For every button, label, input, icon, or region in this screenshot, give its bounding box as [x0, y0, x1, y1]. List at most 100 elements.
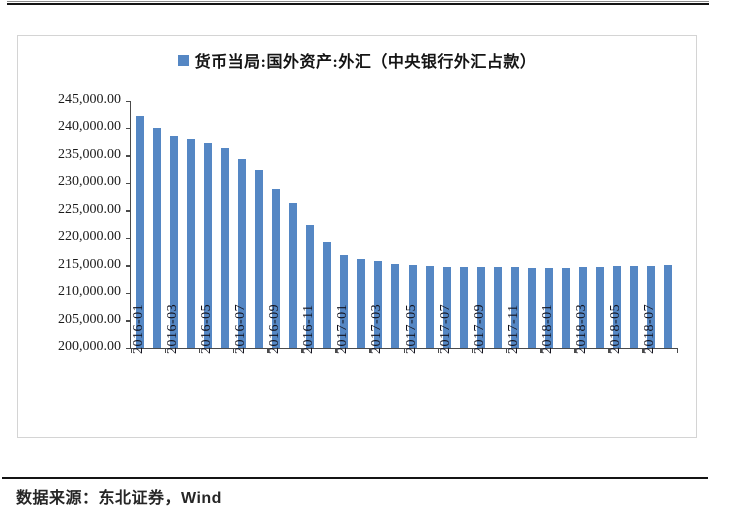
x-label-slot: 2018-07: [642, 304, 659, 429]
bar-2016-10: [289, 203, 298, 348]
x-tick-label: 2018-01: [540, 303, 556, 354]
y-tick-mark: [126, 127, 131, 130]
x-tick-mark: [676, 348, 678, 353]
x-tick-mark: [164, 348, 167, 353]
x-tick-mark: [369, 348, 371, 353]
bar-2016-11: [306, 224, 315, 348]
y-tick-mark: [126, 320, 131, 322]
x-label-slot: 2016-01: [130, 304, 147, 429]
x-tick-mark: [130, 348, 132, 353]
bar-2017-10: [493, 267, 502, 348]
y-tick-label: 235,000.00: [58, 146, 121, 162]
bar-slot-2016-03: [165, 136, 182, 348]
x-label-slot: 2017-01: [335, 304, 352, 429]
bar-slot-2017-07: [438, 266, 455, 348]
bar-2016-02: [152, 128, 161, 348]
bar-slot-2018-07: [643, 265, 660, 348]
y-tick-mark: [126, 155, 131, 157]
x-label-slot: [420, 354, 437, 429]
x-label-slot: 2017-03: [369, 304, 386, 429]
bar-2018-02: [562, 267, 571, 348]
y-tick-label: 200,000.00: [58, 339, 121, 354]
x-tick-label: 2016-11: [301, 304, 317, 354]
bar-2018-04: [596, 266, 605, 348]
x-tick-mark: [437, 348, 440, 353]
x-tick-mark: [267, 348, 269, 353]
bar-slot-2018-02: [558, 267, 575, 348]
x-label-slot: 2018-03: [574, 304, 591, 429]
x-label-slot: 2017-07: [437, 304, 454, 429]
bar-2018-01: [545, 267, 554, 348]
x-tick-label: 2018-03: [574, 303, 590, 354]
x-tick-label: 2016-07: [232, 303, 248, 354]
x-tick-mark: [198, 348, 201, 353]
bar-2016-05: [203, 142, 212, 348]
x-tick-mark: [335, 348, 337, 353]
bar-2017-06: [425, 266, 434, 348]
bar-2017-02: [357, 258, 366, 348]
bar-slot-2017-05: [404, 265, 421, 348]
bar-slot-2017-10: [489, 267, 506, 348]
x-label-slot: [522, 354, 539, 429]
x-label-slot: 2016-03: [164, 304, 181, 429]
x-label-slot: [488, 354, 505, 429]
x-tick-mark: [301, 348, 303, 353]
bar-slot-2016-07: [233, 158, 250, 348]
x-label-slot: 2016-09: [267, 304, 284, 429]
x-tick-label: 2016-05: [198, 303, 214, 354]
y-tick-label: 230,000.00: [58, 174, 121, 190]
x-label-slot: 2018-01: [540, 304, 557, 429]
bar-slot-2018-03: [575, 267, 592, 348]
bar-slot-2016-05: [199, 142, 216, 348]
x-tick-label: 2018-07: [642, 303, 658, 354]
x-tick-mark: [574, 348, 576, 353]
bar-slot-2017-09: [472, 266, 489, 348]
x-label-slot: [181, 354, 198, 429]
legend-label: 货币当局:国外资产:外汇（中央银行外汇占款）: [194, 54, 537, 71]
x-label-slot: 2016-05: [198, 304, 215, 429]
bar-2018-06: [630, 266, 639, 348]
x-tick-mark: [540, 348, 542, 353]
bar-slot-2018-08: [660, 265, 677, 348]
bar-slot-2016-04: [182, 138, 199, 348]
bar-2016-07: [237, 158, 246, 348]
x-label-slot: [318, 354, 335, 429]
bar-2016-04: [186, 138, 195, 348]
bar-2017-07: [442, 266, 451, 348]
bar-series: [131, 101, 677, 348]
bar-2016-03: [169, 136, 178, 348]
x-tick-label: 2018-05: [608, 303, 624, 354]
bar-slot-2016-08: [250, 169, 267, 348]
y-tick-mark: [126, 210, 131, 212]
x-tick-mark: [505, 348, 508, 353]
x-tick-mark: [642, 348, 644, 353]
bar-slot-2017-11: [506, 266, 523, 348]
chart-legend: 货币当局:国外资产:外汇（中央银行外汇占款）: [18, 48, 696, 72]
legend-swatch-icon: [177, 54, 189, 66]
x-tick-label: 2016-09: [267, 303, 283, 354]
bar-slot-2016-06: [216, 148, 233, 348]
bar-2017-03: [374, 261, 383, 348]
top-horizontal-rule: [7, 1, 709, 5]
x-label-slot: 2017-11: [505, 304, 522, 429]
y-tick-mark: [126, 100, 131, 102]
bar-2016-06: [220, 148, 229, 348]
bar-slot-2018-05: [609, 266, 626, 348]
bar-slot-2016-12: [319, 242, 336, 348]
x-label-slot: [659, 354, 676, 429]
x-label-slot: [386, 354, 403, 429]
x-label-slot: [147, 354, 164, 429]
x-tick-label: 2017-01: [335, 303, 351, 354]
x-tick-mark: [608, 348, 610, 353]
x-tick-label: 2017-03: [369, 303, 385, 354]
bottom-horizontal-rule: [2, 477, 708, 479]
bar-2018-08: [664, 265, 673, 348]
y-tick-mark: [126, 347, 131, 349]
y-tick-mark: [126, 237, 131, 240]
bar-2018-03: [579, 267, 588, 348]
y-tick-mark: [126, 292, 131, 295]
bar-2016-09: [272, 188, 281, 348]
x-label-slot: 2016-11: [301, 304, 318, 429]
y-tick-label: 225,000.00: [58, 201, 121, 217]
x-tick-label: 2016-03: [164, 303, 180, 354]
